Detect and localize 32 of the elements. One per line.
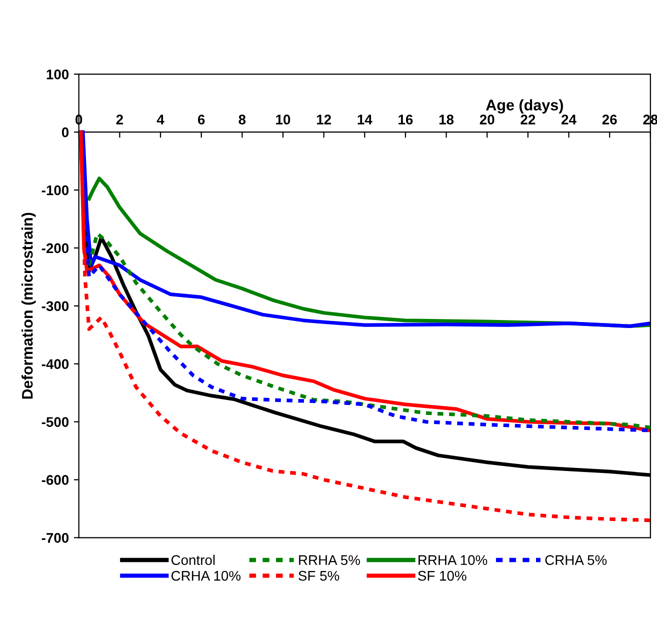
- x-tick-label: 18: [439, 114, 454, 124]
- y-tick-label: -100: [42, 185, 69, 196]
- y-tick-label: -500: [42, 417, 69, 427]
- x-tick-label: 4: [156, 114, 164, 124]
- y-tick-label: 0: [62, 127, 69, 138]
- y-tick-label: -200: [42, 243, 69, 254]
- x-tick-label: 22: [520, 114, 536, 124]
- y-tick-label: -400: [42, 359, 69, 370]
- x-tick-label: 20: [480, 114, 494, 124]
- legend-label: CRHA 10%: [171, 570, 241, 581]
- y-tick-label: -300: [42, 301, 69, 312]
- legend-label: CRHA 5%: [545, 555, 607, 565]
- legend-label: RRHA 5%: [299, 555, 360, 565]
- x-tick-label: 26: [602, 114, 617, 124]
- x-tick-label: 12: [316, 114, 331, 124]
- y-tick-label: 100: [46, 69, 69, 80]
- legend-label: RRHA 10%: [418, 555, 488, 565]
- x-tick-label: 2: [116, 114, 123, 124]
- legend-label: SF 5%: [298, 570, 340, 581]
- legend-label: SF 10%: [418, 570, 466, 581]
- x-tick-label: 24: [562, 114, 576, 124]
- x-axis-title: Age (days): [486, 99, 563, 114]
- legend-label: Control: [171, 554, 215, 565]
- y-axis-title: Deformation (microstrain): [22, 212, 36, 399]
- x-tick-label: 6: [198, 114, 205, 124]
- y-tick-label: -700: [42, 532, 69, 543]
- x-tick-label: 10: [276, 114, 290, 124]
- x-tick-label: 8: [238, 114, 246, 124]
- y-tick-label: -600: [42, 475, 69, 485]
- x-tick-label: 16: [398, 114, 413, 124]
- x-tick-label: 14: [358, 114, 372, 124]
- line-series: [87, 232, 650, 430]
